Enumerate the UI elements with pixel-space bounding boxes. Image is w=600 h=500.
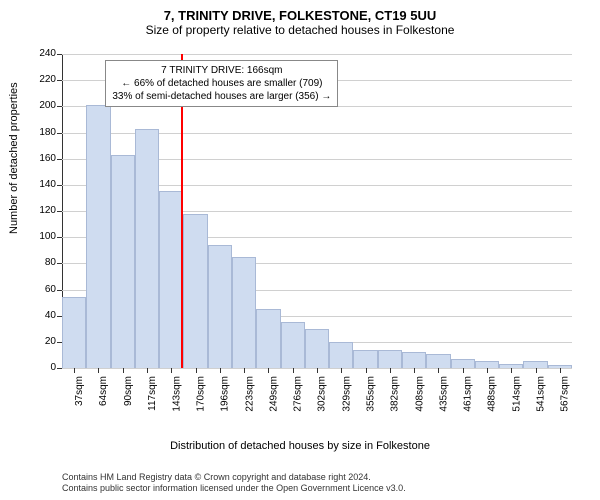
- attribution-footer: Contains HM Land Registry data © Crown c…: [62, 472, 406, 495]
- y-axis-label: Number of detached properties: [8, 82, 20, 234]
- y-tick-label: 160: [26, 153, 56, 164]
- histogram-bar: [62, 297, 86, 368]
- y-tick-label: 220: [26, 74, 56, 85]
- x-tick-label: 541sqm: [536, 376, 547, 412]
- y-tick-label: 140: [26, 179, 56, 190]
- x-tick-label: 514sqm: [511, 376, 522, 412]
- x-tick-label: 196sqm: [220, 376, 231, 412]
- x-tick-label: 329sqm: [341, 376, 352, 412]
- histogram-bar: [281, 322, 305, 368]
- histogram-bar: [232, 257, 256, 368]
- x-tick-label: 37sqm: [74, 376, 85, 406]
- x-tick-label: 143sqm: [171, 376, 182, 412]
- histogram-bar: [256, 309, 280, 368]
- y-tick-label: 40: [26, 310, 56, 321]
- footer-line-2: Contains public sector information licen…: [62, 483, 406, 494]
- histogram-bar: [135, 129, 159, 368]
- histogram-bar: [183, 214, 207, 368]
- histogram-bar: [208, 245, 232, 368]
- histogram-bar: [329, 342, 353, 368]
- y-tick-label: 0: [26, 362, 56, 373]
- histogram-bar: [402, 352, 426, 368]
- histogram-bar: [86, 105, 110, 368]
- y-tick-label: 240: [26, 48, 56, 59]
- x-tick-label: 117sqm: [147, 376, 158, 411]
- footer-line-1: Contains HM Land Registry data © Crown c…: [62, 472, 406, 483]
- histogram-bar: [111, 155, 135, 368]
- x-axis-label: Distribution of detached houses by size …: [0, 440, 600, 452]
- chart-title-2: Size of property relative to detached ho…: [0, 23, 600, 37]
- chart-title-1: 7, TRINITY DRIVE, FOLKESTONE, CT19 5UU: [0, 8, 600, 23]
- histogram-bar: [353, 350, 377, 368]
- x-tick-label: 170sqm: [196, 376, 207, 412]
- x-tick-label: 435sqm: [438, 376, 449, 412]
- plot-area: 02040608010012014016018020022024037sqm64…: [62, 54, 572, 414]
- y-tick-label: 60: [26, 284, 56, 295]
- histogram-bar: [305, 329, 329, 368]
- annotation-line-2: ← 66% of detached houses are smaller (70…: [112, 77, 331, 90]
- histogram-bar: [451, 359, 475, 368]
- histogram-bar: [426, 354, 450, 368]
- annotation-box: 7 TRINITY DRIVE: 166sqm← 66% of detached…: [105, 60, 338, 107]
- x-tick-label: 355sqm: [366, 376, 377, 412]
- x-tick-label: 461sqm: [463, 376, 474, 412]
- x-tick-label: 488sqm: [487, 376, 498, 412]
- x-tick-label: 276sqm: [293, 376, 304, 412]
- x-tick-label: 249sqm: [268, 376, 279, 412]
- x-tick-label: 567sqm: [560, 376, 571, 412]
- x-tick-label: 382sqm: [390, 376, 401, 412]
- x-tick-label: 64sqm: [98, 376, 109, 406]
- histogram-bar: [378, 350, 402, 368]
- y-tick-label: 80: [26, 257, 56, 268]
- x-tick-label: 302sqm: [317, 376, 328, 412]
- y-tick-label: 180: [26, 127, 56, 138]
- y-tick-label: 100: [26, 231, 56, 242]
- y-tick-label: 20: [26, 336, 56, 347]
- annotation-line-1: 7 TRINITY DRIVE: 166sqm: [112, 64, 331, 77]
- annotation-line-3: 33% of semi-detached houses are larger (…: [112, 90, 331, 103]
- x-tick-label: 223sqm: [244, 376, 255, 412]
- y-tick-label: 200: [26, 100, 56, 111]
- y-tick-label: 120: [26, 205, 56, 216]
- x-tick-label: 408sqm: [414, 376, 425, 412]
- x-tick-label: 90sqm: [123, 376, 134, 406]
